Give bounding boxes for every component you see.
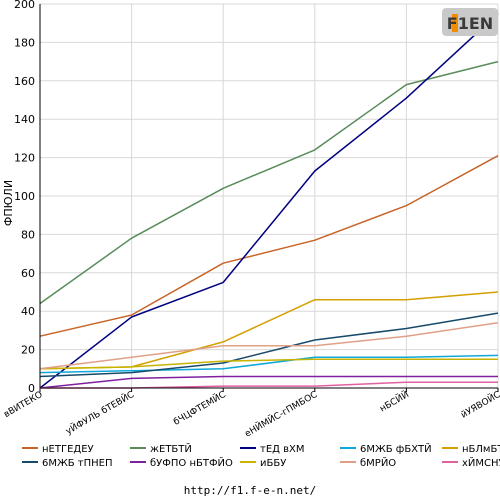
legend-item: 6МЖБ тПНЕП — [22, 458, 113, 469]
legend-label: 6МЖБ тПНЕП — [42, 458, 113, 469]
legend-label: жЕТБТЙ — [150, 442, 192, 455]
legend-label: нЕТГЕДЕУ — [42, 444, 94, 455]
y-tick-label: 40 — [21, 305, 35, 318]
legend-item: хЙМСНУ — [442, 456, 500, 469]
y-tick-label: 100 — [14, 190, 35, 203]
legend-item: иББУ — [240, 458, 286, 469]
legend-item: нЕТГЕДЕУ — [22, 444, 94, 455]
series-line — [40, 381, 498, 389]
y-tick-label: 20 — [21, 344, 35, 357]
series-line — [39, 354, 499, 374]
axes — [39, 4, 498, 389]
series-line — [39, 358, 498, 370]
legend-item: 6МЖБ фБХТЙ — [340, 442, 432, 455]
y-tick-label: 0 — [28, 382, 35, 395]
legend-item: нБЛмБТЯО — [442, 444, 500, 455]
x-tick-label: вВИТЕКО — [2, 390, 44, 420]
legend-label: 6МЖБ фБХТЙ — [360, 442, 432, 455]
y-tick-label: 140 — [14, 113, 35, 126]
legend-item: тЕД вХМ — [240, 444, 305, 455]
legend-label: нБЛмБТЯО — [462, 444, 500, 455]
series-line — [39, 155, 499, 337]
series-line — [39, 13, 499, 389]
y-tick-label: 80 — [21, 228, 35, 241]
series-line — [39, 312, 499, 378]
grid — [39, 3, 499, 389]
series-line — [39, 321, 499, 370]
legend-item: бМРЙО — [340, 456, 396, 469]
legend-label: бУФПО нБТФЙО — [150, 456, 233, 469]
y-axis-ticks: 0 20 40 60 80 100 120 140 160 180 200 — [14, 0, 35, 395]
series-line — [39, 60, 499, 305]
legend-item: бУФПО нБТФЙО — [130, 456, 233, 469]
footer-url[interactable]: http://f1.f-e-n.net/ — [183, 484, 317, 497]
x-tick-label: нБСЙЙ — [377, 388, 411, 414]
y-tick-label: 160 — [14, 75, 35, 88]
legend-label: хЙМСНУ — [462, 456, 500, 469]
logo-text: F1EN — [447, 14, 493, 33]
y-tick-label: 60 — [21, 267, 35, 280]
legend-label: бМРЙО — [360, 456, 396, 469]
x-tick-label: йУЯВОЙС — [459, 388, 500, 420]
logo-accent — [452, 14, 458, 32]
y-tick-label: 120 — [14, 152, 35, 165]
x-tick-label: еНЙМЙС-гПМБОС — [242, 388, 319, 439]
y-axis-label: ФПЮЛИ — [2, 180, 15, 226]
y-tick-label: 200 — [14, 0, 35, 11]
series-lines — [39, 13, 499, 389]
legend-label: иББУ — [260, 458, 286, 469]
legend-label: тЕД вХМ — [260, 444, 305, 455]
series-line — [39, 375, 498, 389]
y-tick-label: 180 — [14, 36, 35, 49]
x-tick-label: уЙФУЛЬ бТЕВЙС — [63, 388, 136, 437]
legend-item: жЕТБТЙ — [130, 442, 192, 455]
x-axis-ticks: вВИТЕКО уЙФУЛЬ бТЕВЙС бЧЦФТЕМЙС еНЙМЙС-гПМБ… — [2, 388, 500, 440]
f1en-logo: F1EN — [442, 8, 498, 36]
legend: нЕТГЕДЕУ жЕТБТЙ тЕД вХМ 6МЖБ фБХТЙ нБЛмБТЯО 6… — [22, 442, 500, 469]
x-tick-label: бЧЦФТЕМЙС — [171, 388, 228, 428]
